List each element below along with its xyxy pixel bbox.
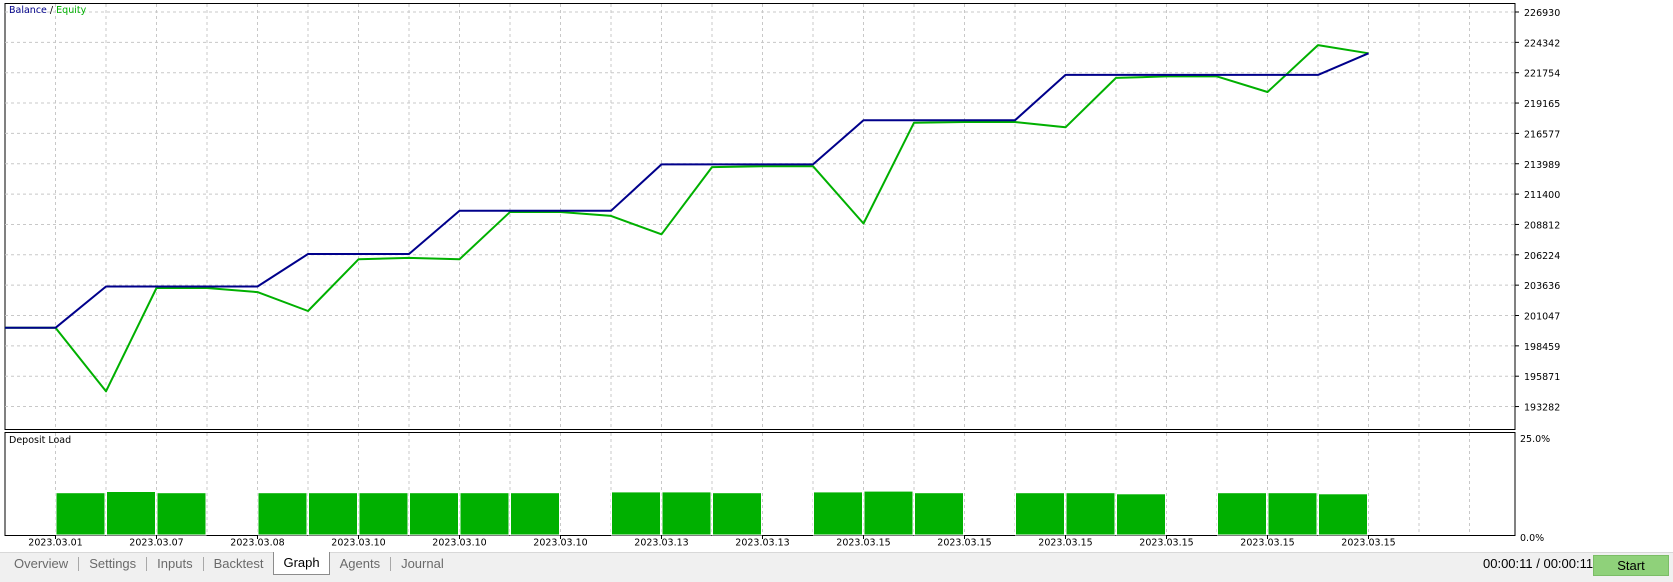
deposit-bar (459, 492, 510, 536)
deposit-bar (55, 492, 106, 536)
deposit-bar (156, 492, 207, 536)
tester-tab-bar: Overview Settings Inputs Backtest Graph Agent… (0, 552, 1673, 582)
x-tick-label: 2023.03.15 (1240, 538, 1294, 549)
x-tick-label: 2023.03.15 (1038, 538, 1092, 549)
deposit-bar (813, 491, 863, 536)
deposit-bar (863, 490, 914, 536)
deposit-bar (106, 491, 156, 536)
y-tick-label: 211400 (1524, 190, 1560, 201)
tab-inputs[interactable]: Inputs (157, 556, 193, 571)
legend: Balance / Equity (9, 5, 87, 16)
deposit-bar (1015, 492, 1065, 536)
deposit-bar (1267, 492, 1318, 536)
y-tick-label: 226930 (1524, 8, 1560, 19)
deposit-bar (712, 492, 762, 536)
x-tick-label: 2023.03.15 (1139, 538, 1193, 549)
tab-separator (390, 557, 392, 571)
x-tick-label: 2023.03.07 (129, 538, 183, 549)
tab-separator (146, 557, 148, 571)
tab-graph[interactable]: Graph (273, 552, 330, 575)
x-tick-label: 2023.03.10 (331, 538, 385, 549)
x-tick-label: 2023.03.15 (836, 538, 890, 549)
deposit-bar (1318, 493, 1368, 536)
x-tick-label: 2023.03.13 (735, 538, 789, 549)
legend-balance: Balance (9, 5, 47, 16)
y-tick-label: 216577 (1524, 129, 1560, 140)
deposit-bar (1116, 493, 1166, 536)
deposit-bar (661, 491, 712, 536)
deposit-bar (409, 492, 459, 536)
series-balance-line (5, 52, 1369, 329)
tester-tabs: Overview Settings Inputs Backtest Graph Agent… (4, 552, 454, 575)
tab-agents[interactable]: Agents (339, 556, 381, 571)
balance-equity-series (5, 44, 1369, 393)
y-tick-label: 195871 (1524, 372, 1560, 383)
y-tick-label: 208812 (1524, 220, 1560, 231)
y-tick-label: 219165 (1524, 99, 1560, 110)
y-tick-label: 201047 (1524, 312, 1560, 323)
deposit-load-title: Deposit Load (9, 435, 71, 446)
tab-separator (202, 557, 204, 571)
x-tick-label: 2023.03.10 (432, 538, 486, 549)
balance-y-axis: 226930 224342 221754 219165 216577 213989 2114… (1515, 8, 1560, 414)
x-tick-label: 2023.03.15 (937, 538, 991, 549)
y-tick-label: 206224 (1524, 251, 1560, 262)
deposit-bar (914, 492, 964, 536)
deposit-bar (308, 492, 358, 536)
start-button[interactable]: Start (1593, 555, 1669, 576)
y-tick-label: 221754 (1524, 69, 1560, 80)
tab-overview[interactable]: Overview (14, 556, 69, 571)
deposit-y-bottom-label: 0.0% (1520, 533, 1544, 544)
series-equity-line (5, 44, 1369, 393)
tab-separator (78, 557, 80, 571)
deposit-bar (1217, 492, 1267, 536)
deposit-bar (257, 492, 308, 536)
balance-panel (4, 3, 1516, 430)
x-tick-label: 2023.03.01 (28, 538, 82, 549)
deposit-load-bars (55, 490, 1368, 536)
tester-graph: 226930 224342 221754 219165 216577 213989 2114… (4, 3, 1560, 549)
deposit-y-top-label: 25.0% (1520, 434, 1550, 445)
tab-backtest[interactable]: Backtest (213, 556, 264, 571)
y-tick-label: 213989 (1524, 160, 1560, 171)
deposit-bar (611, 491, 661, 536)
y-tick-label: 193282 (1524, 403, 1560, 414)
x-tick-label: 2023.03.15 (1341, 538, 1395, 549)
x-tick-label: 2023.03.08 (230, 538, 284, 549)
elapsed-timer: 00:00:11 / 00:00:11 (1483, 556, 1594, 571)
deposit-bar (510, 492, 560, 536)
tab-journal[interactable]: Journal (401, 556, 444, 571)
x-tick-label: 2023.03.10 (533, 538, 587, 549)
y-tick-label: 203636 (1524, 281, 1560, 292)
deposit-bar (358, 492, 409, 536)
deposit-bar (1065, 492, 1116, 536)
legend-separator: / (50, 5, 54, 16)
balance-grid (5, 4, 1515, 429)
x-axis-labels: 2023.03.01 2023.03.07 2023.03.08 2023.03.10… (28, 535, 1396, 549)
legend-equity: Equity (56, 5, 86, 16)
tab-settings[interactable]: Settings (89, 556, 137, 571)
x-tick-label: 2023.03.13 (634, 538, 688, 549)
y-tick-label: 224342 (1524, 38, 1560, 49)
y-tick-label: 198459 (1524, 342, 1560, 353)
